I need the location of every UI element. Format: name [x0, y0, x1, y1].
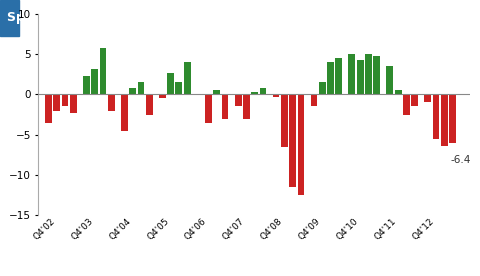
Bar	[441, 94, 448, 146]
Bar	[260, 88, 266, 94]
Bar	[252, 92, 258, 94]
Bar	[403, 94, 410, 115]
Bar	[289, 94, 296, 187]
Bar	[449, 94, 456, 143]
Bar	[70, 94, 77, 113]
Bar	[146, 94, 153, 115]
Bar	[432, 94, 439, 139]
Bar	[365, 54, 372, 94]
Bar	[108, 94, 115, 110]
Bar	[424, 94, 431, 102]
Bar	[184, 62, 191, 94]
Bar	[176, 82, 182, 94]
Bar	[45, 94, 52, 123]
Bar	[348, 54, 355, 94]
Bar	[357, 60, 363, 94]
Bar	[327, 62, 334, 94]
Bar	[83, 76, 90, 94]
Bar	[61, 94, 69, 107]
Bar	[205, 94, 212, 123]
Bar	[298, 94, 304, 195]
Bar	[311, 94, 317, 107]
Bar	[336, 58, 342, 94]
Bar	[121, 94, 128, 131]
Bar	[386, 66, 393, 94]
Bar	[235, 94, 241, 107]
Text: Spread Between % of Companies Raising vs. Lowering Guidance: Spread Between % of Companies Raising vs…	[7, 11, 458, 25]
Bar	[159, 94, 166, 99]
Bar	[99, 49, 107, 94]
Bar	[214, 90, 220, 94]
Bar	[411, 94, 418, 107]
Bar	[0, 0, 19, 36]
Bar	[395, 90, 401, 94]
Bar	[53, 94, 60, 110]
Bar	[243, 94, 250, 119]
Bar	[222, 94, 228, 119]
Bar	[319, 82, 325, 94]
Bar	[91, 69, 98, 94]
Text: -6.4: -6.4	[450, 155, 470, 165]
Bar	[129, 88, 136, 94]
Bar	[167, 73, 174, 94]
Bar	[137, 82, 144, 94]
Bar	[281, 94, 288, 147]
Bar	[273, 94, 279, 97]
Bar	[373, 56, 380, 94]
